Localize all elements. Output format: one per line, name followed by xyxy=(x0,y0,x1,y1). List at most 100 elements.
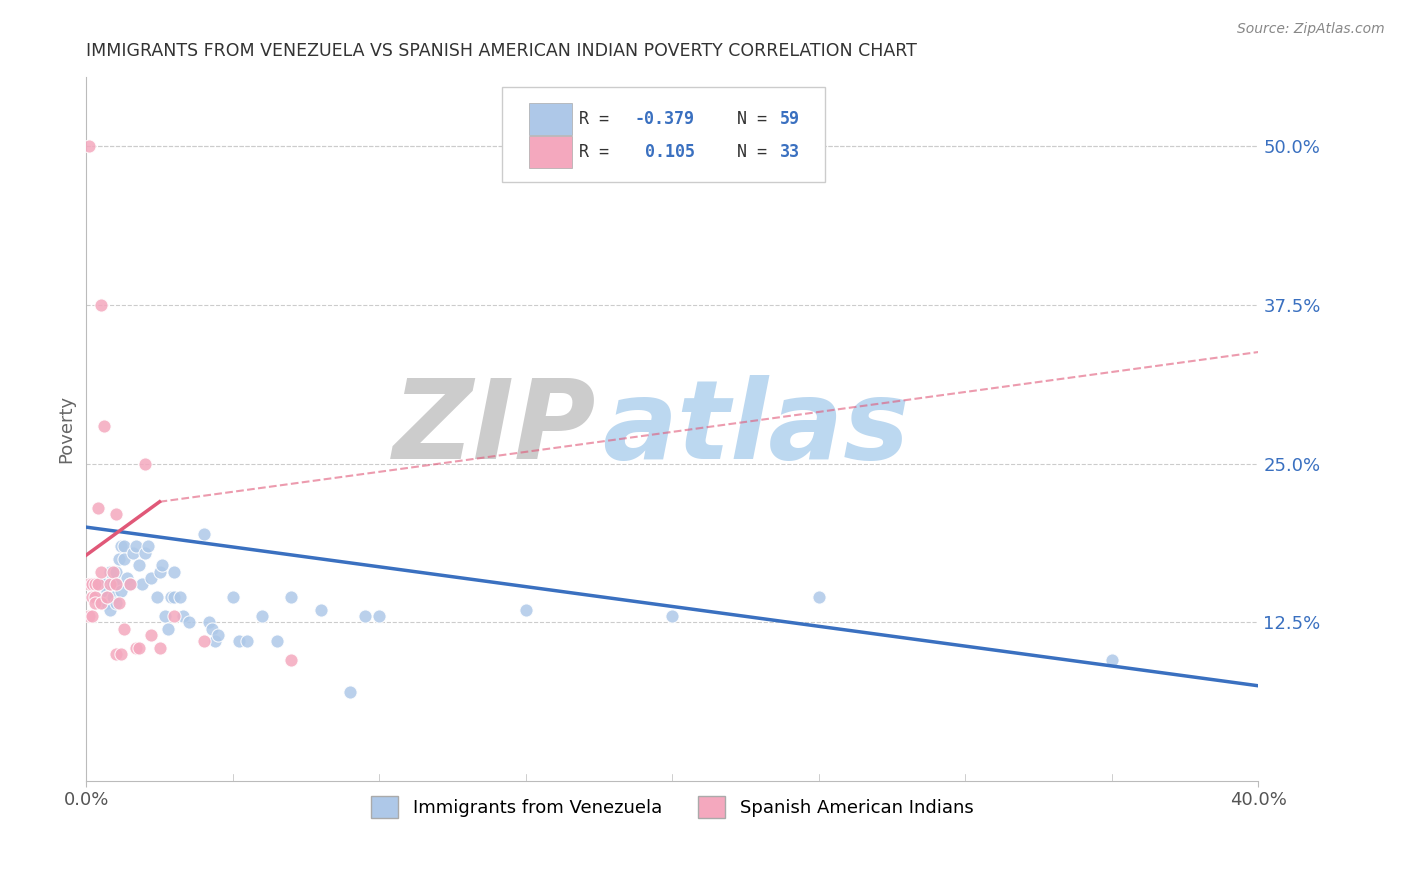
Point xyxy=(96,583,118,598)
Point xyxy=(177,615,200,630)
Point xyxy=(112,552,135,566)
Point xyxy=(77,609,100,624)
Point xyxy=(104,565,127,579)
Point xyxy=(96,590,118,604)
FancyBboxPatch shape xyxy=(502,87,825,182)
Point xyxy=(117,571,139,585)
Point xyxy=(120,577,142,591)
Point xyxy=(77,139,100,153)
Point xyxy=(96,590,118,604)
Point xyxy=(84,577,107,591)
Text: IMMIGRANTS FROM VENEZUELA VS SPANISH AMERICAN INDIAN POVERTY CORRELATION CHART: IMMIGRANTS FROM VENEZUELA VS SPANISH AME… xyxy=(86,42,917,60)
Text: ZIP: ZIP xyxy=(392,376,596,483)
FancyBboxPatch shape xyxy=(530,103,572,135)
Point xyxy=(169,590,191,604)
Text: -0.379: -0.379 xyxy=(636,110,695,128)
Point xyxy=(163,609,186,624)
Point xyxy=(125,640,148,655)
Point xyxy=(139,571,162,585)
Text: 33: 33 xyxy=(780,143,800,161)
Point xyxy=(280,653,302,667)
Point xyxy=(148,565,170,579)
Point xyxy=(101,577,124,591)
Point xyxy=(87,501,110,516)
Text: Source: ZipAtlas.com: Source: ZipAtlas.com xyxy=(1237,22,1385,37)
Legend: Immigrants from Venezuela, Spanish American Indians: Immigrants from Venezuela, Spanish Ameri… xyxy=(364,789,980,825)
Point xyxy=(280,590,302,604)
Point xyxy=(101,565,124,579)
Point xyxy=(193,634,215,648)
Point xyxy=(148,640,170,655)
Point xyxy=(112,539,135,553)
Point xyxy=(90,596,112,610)
Point xyxy=(172,609,194,624)
Point xyxy=(807,590,830,604)
Point xyxy=(90,590,112,604)
Point xyxy=(82,590,104,604)
Point xyxy=(152,558,174,573)
Point xyxy=(107,552,129,566)
Point xyxy=(84,596,107,610)
Point xyxy=(128,558,150,573)
Point xyxy=(207,628,229,642)
Point xyxy=(163,565,186,579)
Point xyxy=(157,622,180,636)
Point xyxy=(661,609,683,624)
Point xyxy=(104,508,127,522)
Point xyxy=(110,583,132,598)
Point xyxy=(98,565,121,579)
Point xyxy=(309,602,332,616)
Point xyxy=(93,596,115,610)
Point xyxy=(122,545,145,559)
Point xyxy=(204,634,226,648)
Point xyxy=(515,602,537,616)
Point xyxy=(125,539,148,553)
Point xyxy=(250,609,273,624)
Point xyxy=(131,577,153,591)
Point xyxy=(104,596,127,610)
Point xyxy=(96,596,118,610)
Point xyxy=(77,577,100,591)
Point xyxy=(90,298,112,312)
Point xyxy=(87,577,110,591)
Point xyxy=(120,577,142,591)
Point xyxy=(139,628,162,642)
Point xyxy=(198,615,221,630)
Point xyxy=(104,577,127,591)
Point xyxy=(236,634,259,648)
Text: R =: R = xyxy=(579,143,619,161)
FancyBboxPatch shape xyxy=(530,136,572,169)
Point xyxy=(155,609,177,624)
Point xyxy=(93,577,115,591)
Text: N =: N = xyxy=(717,143,778,161)
Point xyxy=(110,539,132,553)
Point xyxy=(82,577,104,591)
Point xyxy=(145,590,167,604)
Point xyxy=(84,590,107,604)
Point xyxy=(104,647,127,661)
Point xyxy=(93,590,115,604)
Text: 59: 59 xyxy=(780,110,800,128)
Text: R =: R = xyxy=(579,110,619,128)
Point xyxy=(228,634,250,648)
Text: N =: N = xyxy=(717,110,778,128)
Point xyxy=(163,590,186,604)
Text: 0.105: 0.105 xyxy=(636,143,695,161)
Point xyxy=(98,602,121,616)
Point xyxy=(160,590,183,604)
Point xyxy=(107,596,129,610)
Point xyxy=(136,539,159,553)
Point xyxy=(93,418,115,433)
Point xyxy=(1101,653,1123,667)
Text: atlas: atlas xyxy=(602,376,910,483)
Point xyxy=(222,590,245,604)
Point xyxy=(90,565,112,579)
Point xyxy=(104,577,127,591)
Point xyxy=(353,609,375,624)
Point xyxy=(82,609,104,624)
Point xyxy=(110,647,132,661)
Point xyxy=(193,526,215,541)
Point xyxy=(368,609,391,624)
Point xyxy=(90,577,112,591)
Point xyxy=(201,622,224,636)
